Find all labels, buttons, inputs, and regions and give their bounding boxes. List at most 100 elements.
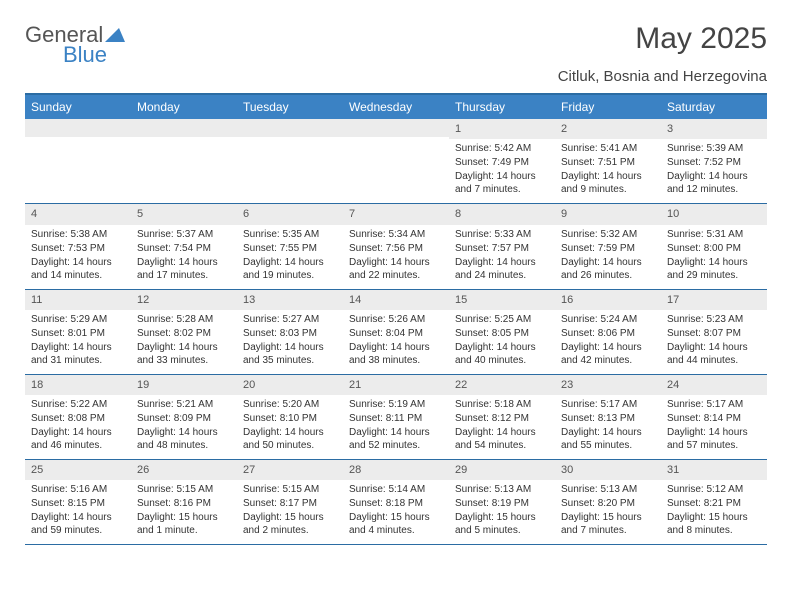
day-number: 23: [555, 375, 661, 395]
calendar-week-row: 4Sunrise: 5:38 AMSunset: 7:53 PMDaylight…: [25, 204, 767, 289]
day-number: 9: [555, 204, 661, 224]
calendar-day-cell: 3Sunrise: 5:39 AMSunset: 7:52 PMDaylight…: [661, 119, 767, 203]
daylight-line: Daylight: 14 hours and 33 minutes.: [137, 341, 231, 367]
day-number: 20: [237, 375, 343, 395]
day-number: 4: [25, 204, 131, 224]
day-header-cell: Sunday: [25, 95, 131, 119]
daylight-line: Daylight: 14 hours and 31 minutes.: [31, 341, 125, 367]
day-number: 27: [237, 460, 343, 480]
day-number: 5: [131, 204, 237, 224]
day-number: 24: [661, 375, 767, 395]
calendar-day-cell: 10Sunrise: 5:31 AMSunset: 8:00 PMDayligh…: [661, 204, 767, 288]
sunrise-line: Sunrise: 5:19 AM: [349, 398, 443, 411]
calendar-day-cell: 9Sunrise: 5:32 AMSunset: 7:59 PMDaylight…: [555, 204, 661, 288]
day-info: Sunrise: 5:38 AMSunset: 7:53 PMDaylight:…: [25, 225, 131, 289]
calendar-day-cell: 27Sunrise: 5:15 AMSunset: 8:17 PMDayligh…: [237, 460, 343, 544]
sunrise-line: Sunrise: 5:12 AM: [667, 483, 761, 496]
calendar-week-row: 11Sunrise: 5:29 AMSunset: 8:01 PMDayligh…: [25, 290, 767, 375]
sunset-line: Sunset: 8:04 PM: [349, 327, 443, 340]
day-header-row: SundayMondayTuesdayWednesdayThursdayFrid…: [25, 95, 767, 119]
day-info: Sunrise: 5:24 AMSunset: 8:06 PMDaylight:…: [555, 310, 661, 374]
daylight-line: Daylight: 15 hours and 7 minutes.: [561, 511, 655, 537]
day-number: 21: [343, 375, 449, 395]
daylight-line: Daylight: 14 hours and 40 minutes.: [455, 341, 549, 367]
sunrise-line: Sunrise: 5:18 AM: [455, 398, 549, 411]
day-number: 13: [237, 290, 343, 310]
day-number: 2: [555, 119, 661, 139]
sunrise-line: Sunrise: 5:32 AM: [561, 228, 655, 241]
daylight-line: Daylight: 14 hours and 19 minutes.: [243, 256, 337, 282]
sunset-line: Sunset: 8:20 PM: [561, 497, 655, 510]
day-info: Sunrise: 5:34 AMSunset: 7:56 PMDaylight:…: [343, 225, 449, 289]
calendar-day-cell: 2Sunrise: 5:41 AMSunset: 7:51 PMDaylight…: [555, 119, 661, 203]
calendar-day-cell: 8Sunrise: 5:33 AMSunset: 7:57 PMDaylight…: [449, 204, 555, 288]
day-header-cell: Monday: [131, 95, 237, 119]
calendar-day-cell: [131, 119, 237, 203]
daylight-line: Daylight: 14 hours and 9 minutes.: [561, 170, 655, 196]
sunset-line: Sunset: 7:56 PM: [349, 242, 443, 255]
sunrise-line: Sunrise: 5:31 AM: [667, 228, 761, 241]
daylight-line: Daylight: 14 hours and 7 minutes.: [455, 170, 549, 196]
location-subtitle: Citluk, Bosnia and Herzegovina: [25, 68, 767, 85]
day-header-cell: Tuesday: [237, 95, 343, 119]
sunset-line: Sunset: 8:15 PM: [31, 497, 125, 510]
daylight-line: Daylight: 14 hours and 44 minutes.: [667, 341, 761, 367]
day-number: 28: [343, 460, 449, 480]
sunset-line: Sunset: 8:10 PM: [243, 412, 337, 425]
daylight-line: Daylight: 15 hours and 4 minutes.: [349, 511, 443, 537]
day-info: Sunrise: 5:19 AMSunset: 8:11 PMDaylight:…: [343, 395, 449, 459]
sunrise-line: Sunrise: 5:38 AM: [31, 228, 125, 241]
daylight-line: Daylight: 15 hours and 8 minutes.: [667, 511, 761, 537]
sunset-line: Sunset: 8:02 PM: [137, 327, 231, 340]
calendar-day-cell: 23Sunrise: 5:17 AMSunset: 8:13 PMDayligh…: [555, 375, 661, 459]
calendar-day-cell: 12Sunrise: 5:28 AMSunset: 8:02 PMDayligh…: [131, 290, 237, 374]
sunset-line: Sunset: 7:59 PM: [561, 242, 655, 255]
sunset-line: Sunset: 7:49 PM: [455, 156, 549, 169]
calendar-day-cell: 16Sunrise: 5:24 AMSunset: 8:06 PMDayligh…: [555, 290, 661, 374]
day-info: Sunrise: 5:35 AMSunset: 7:55 PMDaylight:…: [237, 225, 343, 289]
day-info: Sunrise: 5:16 AMSunset: 8:15 PMDaylight:…: [25, 480, 131, 544]
daylight-line: Daylight: 14 hours and 42 minutes.: [561, 341, 655, 367]
daylight-line: Daylight: 14 hours and 29 minutes.: [667, 256, 761, 282]
sunrise-line: Sunrise: 5:39 AM: [667, 142, 761, 155]
day-number: 14: [343, 290, 449, 310]
calendar-day-cell: 26Sunrise: 5:15 AMSunset: 8:16 PMDayligh…: [131, 460, 237, 544]
calendar-day-cell: [237, 119, 343, 203]
sunrise-line: Sunrise: 5:13 AM: [455, 483, 549, 496]
sunset-line: Sunset: 8:11 PM: [349, 412, 443, 425]
day-info: Sunrise: 5:33 AMSunset: 7:57 PMDaylight:…: [449, 225, 555, 289]
sunset-line: Sunset: 7:52 PM: [667, 156, 761, 169]
daylight-line: Daylight: 15 hours and 1 minute.: [137, 511, 231, 537]
sunrise-line: Sunrise: 5:33 AM: [455, 228, 549, 241]
day-number: [25, 119, 131, 137]
sunset-line: Sunset: 8:21 PM: [667, 497, 761, 510]
day-info: Sunrise: 5:20 AMSunset: 8:10 PMDaylight:…: [237, 395, 343, 459]
daylight-line: Daylight: 14 hours and 24 minutes.: [455, 256, 549, 282]
day-info: Sunrise: 5:15 AMSunset: 8:17 PMDaylight:…: [237, 480, 343, 544]
day-header-cell: Thursday: [449, 95, 555, 119]
daylight-line: Daylight: 14 hours and 14 minutes.: [31, 256, 125, 282]
daylight-line: Daylight: 14 hours and 52 minutes.: [349, 426, 443, 452]
sunrise-line: Sunrise: 5:16 AM: [31, 483, 125, 496]
calendar-day-cell: 7Sunrise: 5:34 AMSunset: 7:56 PMDaylight…: [343, 204, 449, 288]
sunrise-line: Sunrise: 5:21 AM: [137, 398, 231, 411]
calendar-day-cell: 30Sunrise: 5:13 AMSunset: 8:20 PMDayligh…: [555, 460, 661, 544]
sunset-line: Sunset: 8:19 PM: [455, 497, 549, 510]
sunrise-line: Sunrise: 5:34 AM: [349, 228, 443, 241]
day-number: 7: [343, 204, 449, 224]
calendar-day-cell: 18Sunrise: 5:22 AMSunset: 8:08 PMDayligh…: [25, 375, 131, 459]
calendar-day-cell: 1Sunrise: 5:42 AMSunset: 7:49 PMDaylight…: [449, 119, 555, 203]
day-info: Sunrise: 5:26 AMSunset: 8:04 PMDaylight:…: [343, 310, 449, 374]
sunset-line: Sunset: 7:57 PM: [455, 242, 549, 255]
calendar-day-cell: 24Sunrise: 5:17 AMSunset: 8:14 PMDayligh…: [661, 375, 767, 459]
calendar-day-cell: 15Sunrise: 5:25 AMSunset: 8:05 PMDayligh…: [449, 290, 555, 374]
sunset-line: Sunset: 8:09 PM: [137, 412, 231, 425]
sunrise-line: Sunrise: 5:17 AM: [561, 398, 655, 411]
sunrise-line: Sunrise: 5:23 AM: [667, 313, 761, 326]
calendar-week-row: 1Sunrise: 5:42 AMSunset: 7:49 PMDaylight…: [25, 119, 767, 204]
logo-triangle-icon: [105, 22, 125, 48]
day-info: Sunrise: 5:17 AMSunset: 8:14 PMDaylight:…: [661, 395, 767, 459]
day-number: 8: [449, 204, 555, 224]
sunset-line: Sunset: 8:18 PM: [349, 497, 443, 510]
daylight-line: Daylight: 14 hours and 46 minutes.: [31, 426, 125, 452]
